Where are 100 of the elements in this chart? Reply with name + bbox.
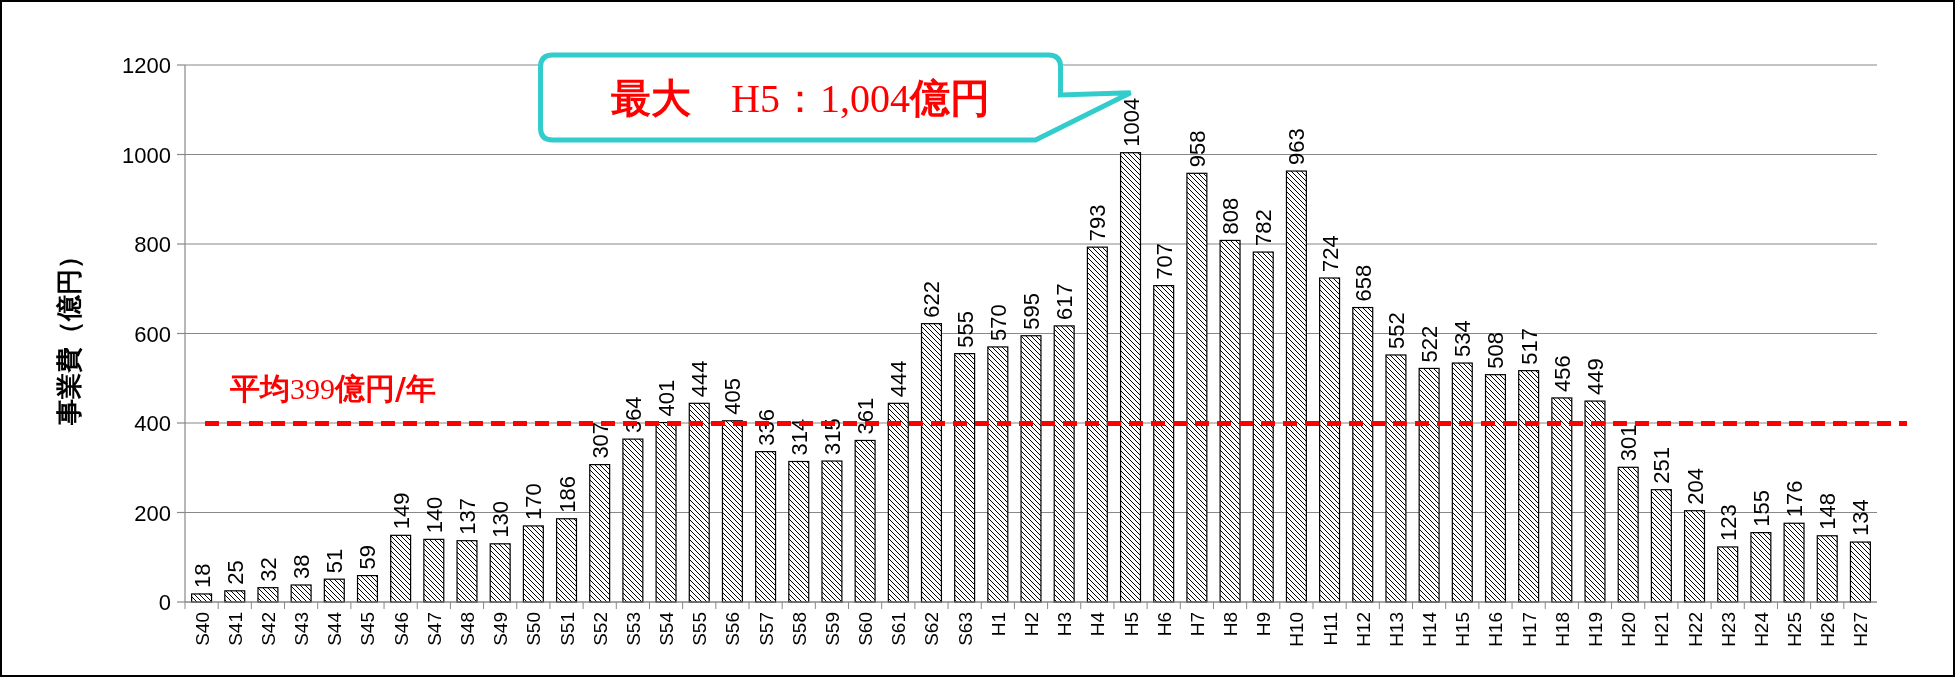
- bar: [821, 460, 843, 603]
- x-tick-label: S56: [722, 612, 744, 646]
- data-label: 251: [1649, 446, 1675, 484]
- bar: [655, 421, 677, 603]
- x-tick-label: H25: [1784, 612, 1806, 647]
- x-tick-label: H8: [1220, 612, 1242, 637]
- x-tick-label: H4: [1087, 611, 1109, 637]
- data-label: 405: [720, 378, 746, 415]
- data-label: 51: [322, 548, 348, 574]
- data-label: 793: [1085, 204, 1111, 242]
- bar: [1020, 335, 1042, 603]
- bar: [1219, 239, 1241, 603]
- bar: [1816, 535, 1838, 603]
- bar: [1750, 532, 1772, 603]
- data-label: 522: [1417, 325, 1443, 363]
- bar: [920, 323, 943, 603]
- y-tick-label: 200: [134, 500, 171, 526]
- bar: [1418, 367, 1440, 603]
- data-label: 808: [1218, 197, 1244, 235]
- data-label: 963: [1284, 128, 1310, 166]
- data-label: 130: [488, 501, 514, 538]
- x-tick-label: S48: [457, 612, 478, 646]
- bar: [1551, 397, 1573, 603]
- x-tick-label: H19: [1585, 612, 1606, 647]
- data-label: 508: [1483, 331, 1509, 369]
- bar: [1153, 285, 1175, 603]
- data-label: 149: [388, 492, 414, 530]
- x-tick-label: S52: [589, 612, 611, 646]
- data-label: 32: [255, 557, 281, 582]
- x-tick-label: S41: [224, 612, 246, 646]
- x-tick-label: S42: [257, 612, 279, 646]
- data-label: 555: [952, 310, 978, 348]
- data-label: 517: [1516, 327, 1542, 365]
- x-tick-label: S58: [788, 612, 810, 646]
- bar: [1119, 152, 1142, 603]
- data-label: 123: [1715, 504, 1741, 541]
- x-tick-label: S44: [324, 611, 346, 646]
- x-tick-label: S46: [390, 612, 412, 646]
- bar: [887, 402, 909, 603]
- x-tick-label: S63: [954, 612, 976, 646]
- x-tick-label: S45: [357, 612, 379, 646]
- y-tick-label: 1200: [122, 53, 171, 78]
- x-tick-label: H17: [1518, 612, 1540, 647]
- x-tick-label: S51: [556, 612, 578, 646]
- x-tick-label: S47: [423, 612, 445, 646]
- x-tick-label: H6: [1153, 612, 1175, 637]
- bar: [1385, 354, 1407, 603]
- data-label: 534: [1450, 320, 1476, 358]
- data-label: 170: [521, 483, 547, 520]
- data-label: 401: [654, 379, 680, 417]
- bar: [1086, 246, 1108, 603]
- bar: [555, 518, 578, 603]
- bar: [1451, 362, 1473, 603]
- bar: [1186, 172, 1208, 603]
- x-tick-label: H24: [1750, 611, 1772, 647]
- data-label: 707: [1151, 242, 1177, 280]
- x-tick-label: H18: [1551, 612, 1573, 647]
- x-tick-label: H12: [1352, 612, 1374, 647]
- x-tick-label: S40: [191, 612, 213, 646]
- bar: [622, 438, 644, 603]
- data-label: 444: [687, 360, 713, 398]
- bar: [257, 587, 279, 603]
- ref-line-label: 平均399億円/年: [229, 371, 436, 407]
- data-label: 38: [289, 554, 315, 579]
- x-tick-label: S55: [689, 612, 711, 646]
- x-tick-label: S57: [755, 612, 777, 646]
- bar: [854, 439, 876, 603]
- x-tick-label: H1: [987, 612, 1009, 637]
- data-label: 724: [1317, 235, 1343, 273]
- y-tick-label: 0: [158, 590, 171, 615]
- bar: [755, 451, 777, 603]
- x-tick-label: S54: [656, 611, 678, 646]
- bar: [1584, 400, 1606, 603]
- data-label: 782: [1251, 209, 1277, 247]
- bar: [1252, 251, 1274, 603]
- x-tick-label: H16: [1485, 612, 1507, 647]
- data-label: 617: [1052, 283, 1078, 320]
- bar: [489, 543, 511, 603]
- x-tick-label: S43: [291, 612, 313, 646]
- data-label: 186: [554, 476, 580, 513]
- data-label: 622: [919, 280, 945, 318]
- x-tick-label: H23: [1717, 612, 1739, 647]
- bar: [1783, 522, 1805, 603]
- x-tick-label: H3: [1054, 612, 1076, 637]
- bar: [1849, 541, 1871, 603]
- data-label: 444: [886, 360, 912, 398]
- x-tick-label: S60: [855, 612, 877, 646]
- data-label: 140: [421, 496, 447, 534]
- bar: [290, 584, 312, 603]
- data-label: 570: [985, 304, 1011, 341]
- x-tick-label: H21: [1651, 612, 1673, 647]
- data-label: 595: [1019, 293, 1044, 330]
- y-tick-label: 600: [134, 321, 171, 347]
- x-tick-label: H20: [1618, 612, 1640, 647]
- data-label: 137: [455, 497, 480, 535]
- x-tick-label: H5: [1120, 612, 1142, 637]
- bar: [1319, 277, 1341, 603]
- data-label: 204: [1682, 467, 1708, 505]
- x-tick-label: H9: [1253, 612, 1275, 637]
- data-label: 134: [1848, 499, 1874, 537]
